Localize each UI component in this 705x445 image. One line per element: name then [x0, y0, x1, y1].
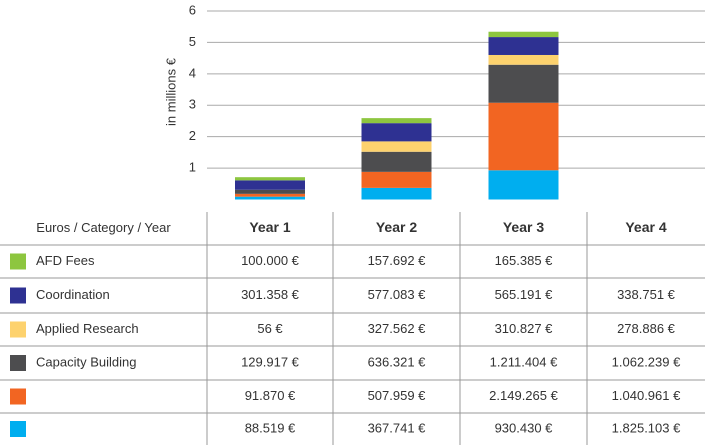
bar-segment	[235, 189, 305, 194]
y-tick-label: 3	[189, 97, 196, 112]
table-cell: 636.321 €	[368, 354, 427, 369]
row-label: Capacity Building	[36, 354, 136, 369]
bar-segment	[361, 187, 432, 200]
bar-segment	[488, 64, 559, 103]
y-axis-label: in millions €	[163, 57, 178, 126]
table-cell: 278.886 €	[617, 321, 676, 336]
legend-swatch	[10, 388, 26, 405]
table-cell: 367.741 €	[368, 420, 427, 435]
bar-segment	[235, 180, 305, 190]
table-cell: 2.149.265 €	[489, 388, 558, 403]
bar-segment	[361, 123, 432, 142]
table-cell: 56 €	[257, 321, 283, 336]
table-cell: 338.751 €	[617, 287, 676, 302]
bar-segment	[488, 54, 559, 65]
table-cell: 327.562 €	[368, 321, 427, 336]
table-cell: 88.519 €	[245, 420, 296, 435]
table-cell: 165.385 €	[495, 253, 554, 268]
table-cell: 1.211.404 €	[490, 354, 558, 369]
bar-segment	[488, 31, 559, 38]
table-header: Year 2	[376, 219, 417, 235]
y-tick-label: 4	[189, 65, 196, 80]
table-header: Year 4	[625, 219, 666, 235]
table-cell: 100.000 €	[241, 253, 300, 268]
row-label: Coordination	[36, 287, 110, 302]
table-cell: 310.827 €	[495, 321, 554, 336]
legend-swatch	[10, 421, 26, 437]
bar-segment	[235, 193, 305, 197]
y-tick-label: 1	[189, 160, 196, 175]
bar-segment	[361, 151, 432, 172]
table-cell: 1.825.103 €	[612, 420, 681, 435]
legend-swatch	[10, 355, 26, 371]
y-tick-label: 6	[189, 2, 196, 17]
bar-segment	[488, 102, 559, 171]
table-cell: 1.040.961 €	[612, 388, 681, 403]
row-label: Applied Research	[36, 321, 139, 336]
table-cell: 157.692 €	[368, 253, 427, 268]
bar-segment	[361, 171, 432, 188]
bar-segment	[488, 37, 559, 55]
legend-swatch	[10, 287, 26, 304]
bar-segment	[361, 141, 432, 152]
bar-segment	[361, 118, 432, 124]
table-cell: 129.917 €	[241, 354, 300, 369]
y-tick-label: 5	[189, 34, 196, 49]
table-cell: 577.083 €	[368, 287, 427, 302]
bar-segment	[235, 196, 305, 200]
bar-segment	[235, 177, 305, 181]
table-header: Year 1	[249, 219, 290, 235]
row-label: AFD Fees	[36, 253, 95, 268]
y-tick-label: 2	[189, 128, 196, 143]
table-cell: 1.062.239 €	[612, 354, 681, 369]
table-cell: 301.358 €	[241, 287, 300, 302]
table-cell: 930.430 €	[495, 420, 554, 435]
bar-segment	[488, 170, 559, 200]
table-cell: 565.191 €	[495, 287, 554, 302]
table-cell: 91.870 €	[245, 388, 296, 403]
table-header: Euros / Category / Year	[36, 220, 171, 235]
legend-swatch	[10, 321, 26, 338]
table-header: Year 3	[503, 219, 544, 235]
legend-swatch	[10, 253, 26, 270]
table-cell: 507.959 €	[368, 388, 427, 403]
